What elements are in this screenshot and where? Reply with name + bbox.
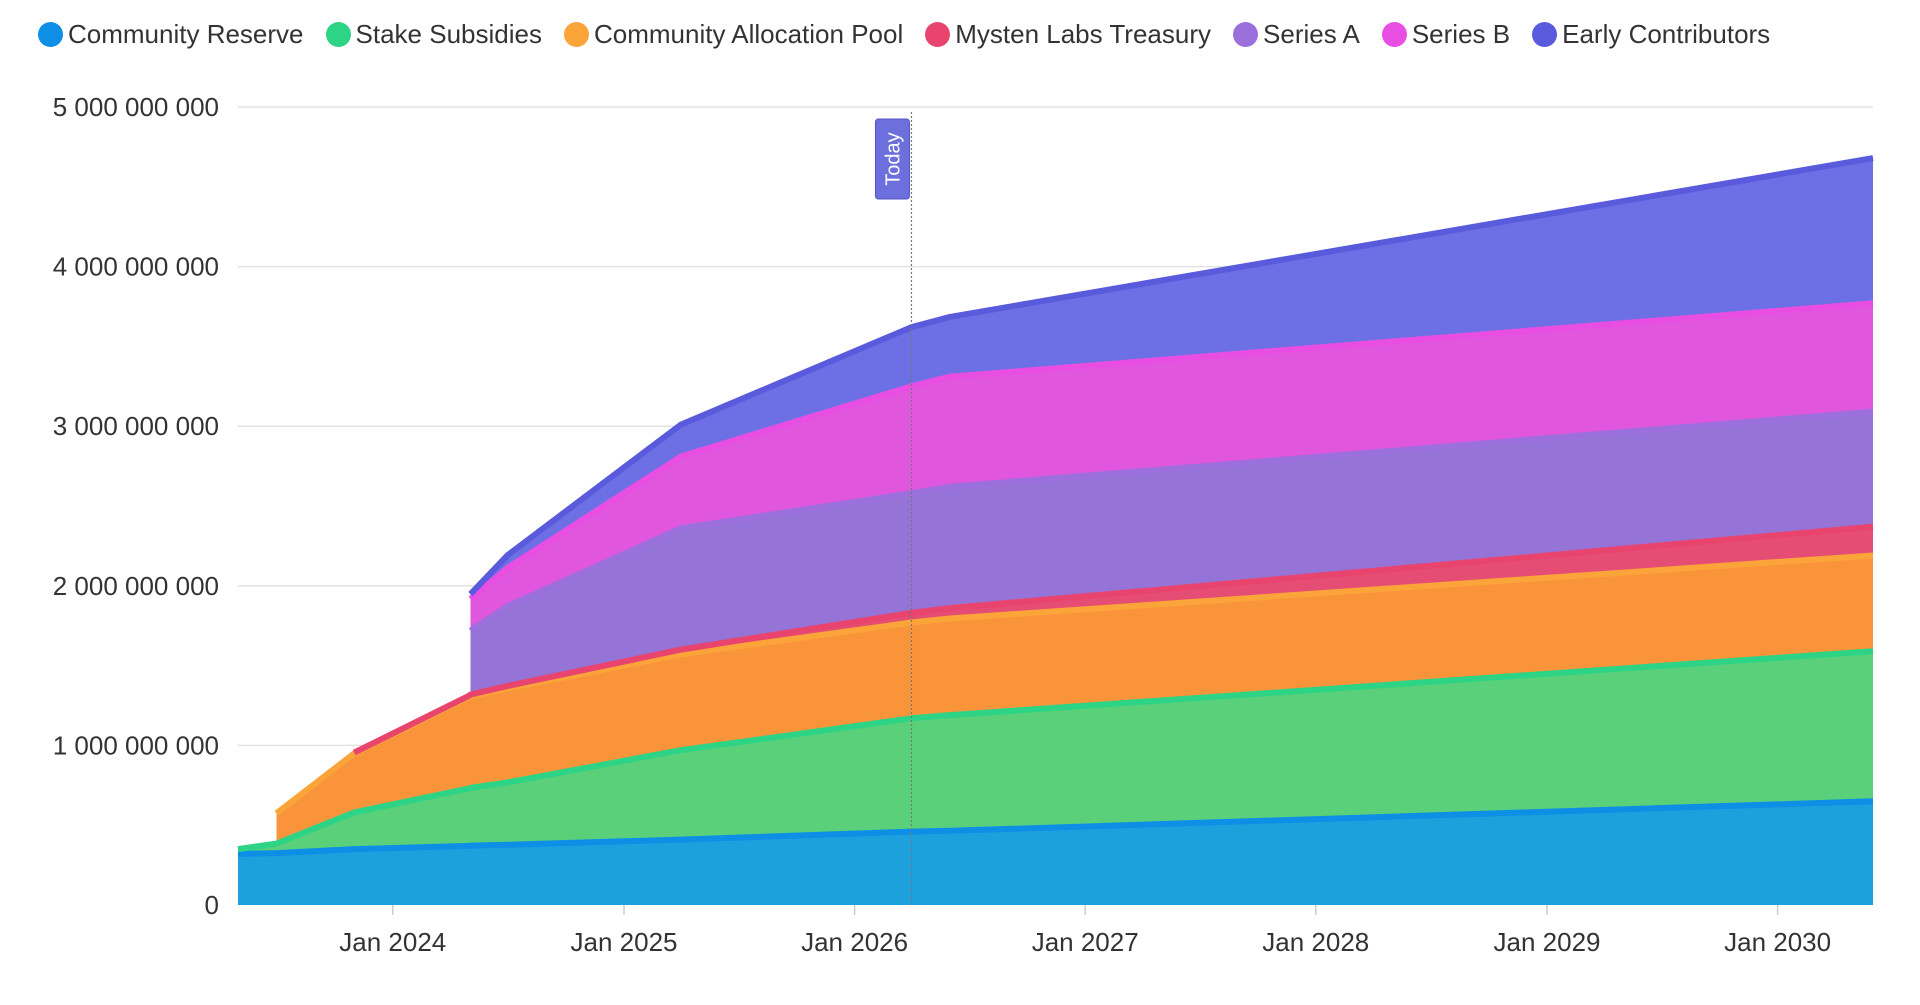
legend-label: Series B — [1411, 18, 1511, 49]
y-tick-label: 1 000 000 000 — [53, 730, 219, 760]
line-series-b — [468, 300, 1874, 602]
today-marker: Today — [874, 118, 910, 200]
x-tick-label: Jan 2030 — [1724, 927, 1831, 957]
legend-item-series-b[interactable]: Series B — [1381, 18, 1511, 50]
y-tick-label: 0 — [205, 890, 219, 920]
y-tick-label: 3 000 000 000 — [53, 411, 219, 441]
x-tick-label: Jan 2029 — [1494, 927, 1601, 957]
x-tick-label: Jan 2027 — [1032, 927, 1139, 957]
legend-label: Stake Subsidies — [355, 18, 542, 49]
legend-dot — [925, 21, 951, 47]
area-community-allocation-pool — [276, 555, 1873, 844]
area-series-a — [470, 411, 1873, 695]
legend-dot — [1381, 21, 1407, 47]
legend: Community Reserve Stake Subsidies Communit… — [38, 14, 1792, 54]
legend-item-community-allocation-pool[interactable]: Community Allocation Pool — [563, 18, 904, 50]
today-label: Today — [882, 132, 904, 185]
legend-item-stake-subsidies[interactable]: Stake Subsidies — [325, 18, 542, 50]
legend-dot — [38, 21, 63, 47]
x-tick-label: Jan 2024 — [339, 927, 446, 957]
area-early-contributors — [470, 158, 1873, 599]
legend-dot — [1233, 21, 1259, 47]
y-tick-label: 2 000 000 000 — [53, 571, 219, 601]
legend-item-series-a[interactable]: Series A — [1233, 19, 1360, 50]
line-early-contributors — [468, 155, 1874, 597]
x-tick-label: Jan 2025 — [571, 927, 678, 957]
area-mysten-labs-treasury — [354, 526, 1874, 754]
legend-label: Mysten Labs Treasury — [955, 18, 1212, 49]
line-mysten-labs-treasury — [352, 523, 1874, 756]
x-tick-label: Jan 2028 — [1262, 927, 1369, 957]
y-tick-label: 5 000 000 000 — [53, 92, 219, 122]
legend-label: Series A — [1263, 18, 1360, 49]
line-stake-subsidies — [237, 648, 1874, 853]
legend-item-community-reserve[interactable]: Community Reserve — [38, 19, 304, 50]
legend-label: Community Reserve — [68, 18, 304, 49]
today-badge — [874, 118, 910, 200]
legend-label: Early Contributors — [1562, 18, 1771, 49]
line-series-a — [468, 408, 1874, 634]
y-tick-label: 4 000 000 000 — [53, 252, 219, 282]
legend-label: Community Allocation Pool — [593, 18, 904, 49]
area-community-reserve — [238, 801, 1873, 905]
legend-dot — [563, 21, 589, 47]
x-tick-label: Jan 2026 — [801, 927, 908, 957]
legend-item-early-contributors[interactable]: Early Contributors — [1532, 19, 1770, 50]
line-community-reserve — [237, 798, 1874, 857]
legend-dot — [325, 21, 351, 47]
area-stake-subsidies — [238, 651, 1873, 854]
legend-item-mysten-labs-treasury[interactable]: Mysten Labs Treasury — [925, 19, 1211, 50]
legend-dot — [1532, 21, 1558, 47]
area-series — [237, 155, 1874, 905]
